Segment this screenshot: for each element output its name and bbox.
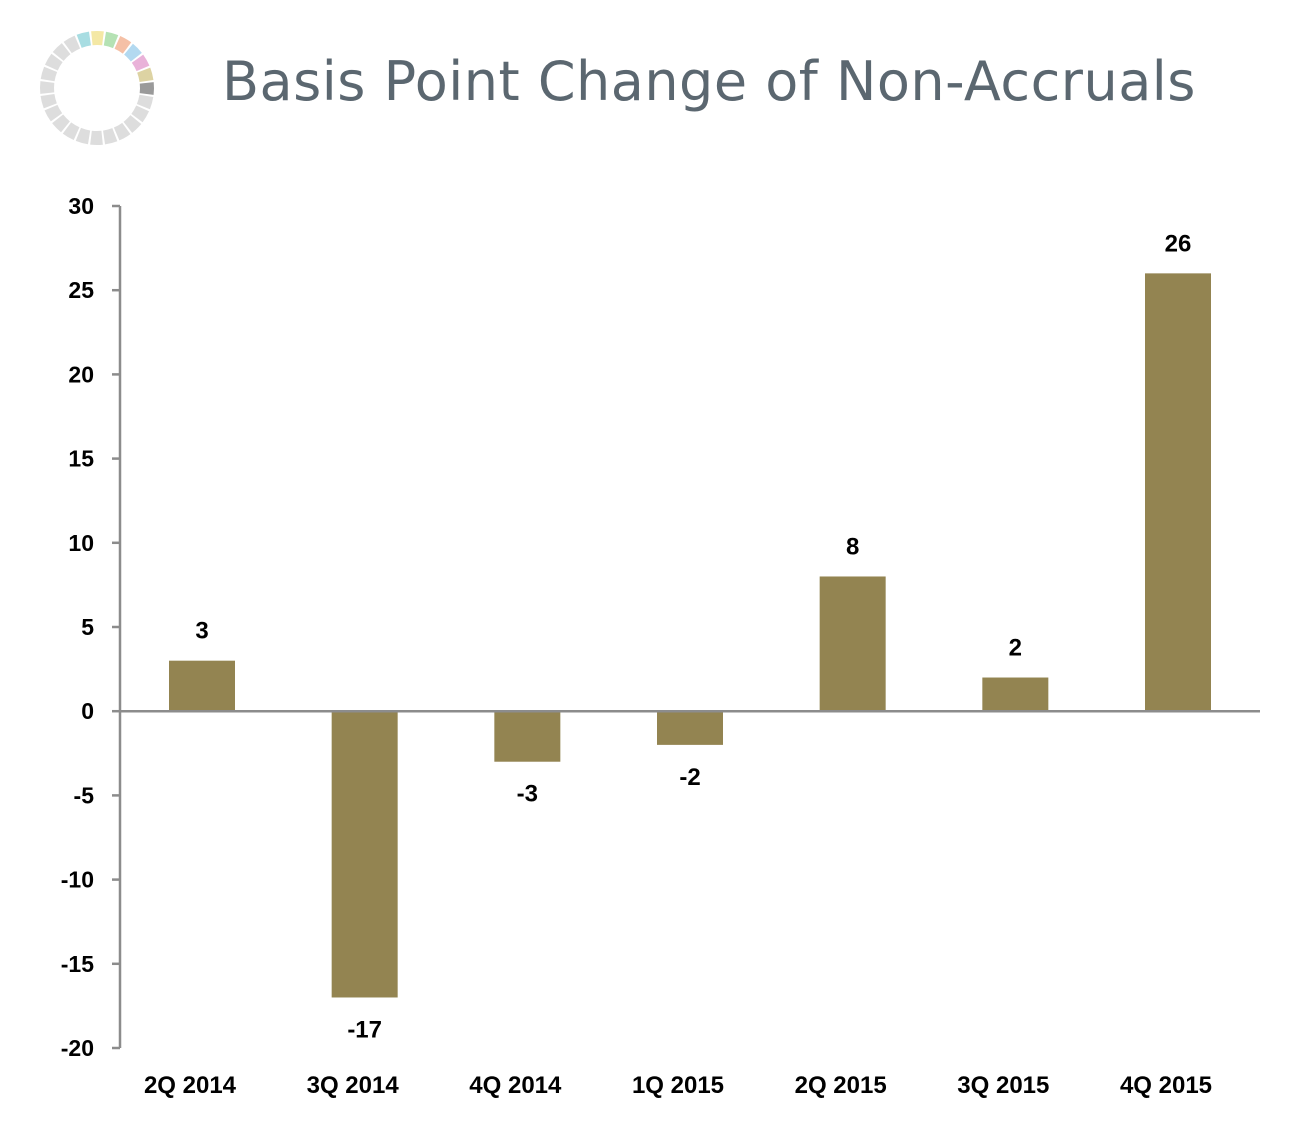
logo-segment <box>40 66 58 82</box>
logo-segment <box>136 94 154 110</box>
logo-segment <box>113 122 131 141</box>
y-tick-label: -5 <box>74 782 95 808</box>
logo-segment <box>75 127 91 145</box>
bars <box>169 273 1211 998</box>
y-tick-label: 0 <box>81 698 94 724</box>
y-tick-label: 10 <box>68 530 94 556</box>
logo-segment <box>103 128 118 145</box>
logo-segment <box>62 122 80 141</box>
x-category-label: 1Q 2015 <box>632 1072 724 1099</box>
x-category-label: 3Q 2014 <box>307 1072 400 1099</box>
logo-segment <box>91 31 104 46</box>
segmented-ring-logo-icon <box>40 31 154 145</box>
bar <box>819 576 886 712</box>
y-tick-label: -15 <box>61 951 94 977</box>
logo-segment <box>44 53 63 71</box>
logo-segment <box>40 94 57 109</box>
data-label: 8 <box>846 533 859 560</box>
logo-segment <box>124 43 142 62</box>
logo-segment <box>137 67 154 82</box>
bar <box>169 660 235 712</box>
logo-segment <box>139 82 154 95</box>
y-tick-label: 5 <box>81 614 94 640</box>
y-tick-label: -10 <box>61 867 94 893</box>
y-tick-label: -20 <box>61 1035 94 1061</box>
y-tick-label: 15 <box>68 446 94 472</box>
logo-segment <box>44 104 63 122</box>
logo-segment <box>114 35 132 54</box>
logo-segment <box>131 54 150 72</box>
data-label: -2 <box>679 764 700 791</box>
x-category-label: 2Q 2014 <box>144 1072 237 1099</box>
data-label: 3 <box>195 618 208 645</box>
bar <box>494 711 561 762</box>
y-tick-label: 20 <box>68 361 94 387</box>
logo-segment <box>40 81 55 94</box>
logo-segment <box>52 114 70 133</box>
data-label: -3 <box>517 781 538 808</box>
logo-segment <box>103 31 119 49</box>
data-labels: 3 -17 -3 -2 8 2 26 <box>195 230 1191 1043</box>
category-labels: 2Q 2014 3Q 2014 4Q 2014 1Q 2015 2Q 2015 3Q 20… <box>144 1072 1212 1099</box>
data-label: 2 <box>1009 635 1022 662</box>
logo-segment <box>52 43 71 61</box>
logo-segment <box>123 115 142 133</box>
bar <box>982 677 1049 712</box>
x-category-label: 2Q 2015 <box>795 1072 887 1099</box>
x-category-label: 3Q 2015 <box>957 1072 1049 1099</box>
bar <box>657 711 723 745</box>
x-category-label: 4Q 2014 <box>469 1072 562 1099</box>
y-tick-label: 25 <box>68 277 94 303</box>
logo-segment <box>131 105 150 123</box>
bar <box>331 711 398 998</box>
page-title: Basis Point Change of Non-Accruals <box>222 50 1196 113</box>
logo-segment <box>76 31 91 48</box>
data-label: 26 <box>1165 230 1192 257</box>
logo-segment <box>63 35 81 54</box>
logo-segment <box>90 130 103 145</box>
data-label: -17 <box>347 1016 382 1043</box>
y-axis: 30 25 20 15 10 5 0 -5 -10 -15 -20 <box>61 193 122 1061</box>
y-tick-label: 30 <box>68 193 94 219</box>
x-category-label: 4Q 2015 <box>1120 1072 1212 1099</box>
bar <box>1145 273 1211 712</box>
